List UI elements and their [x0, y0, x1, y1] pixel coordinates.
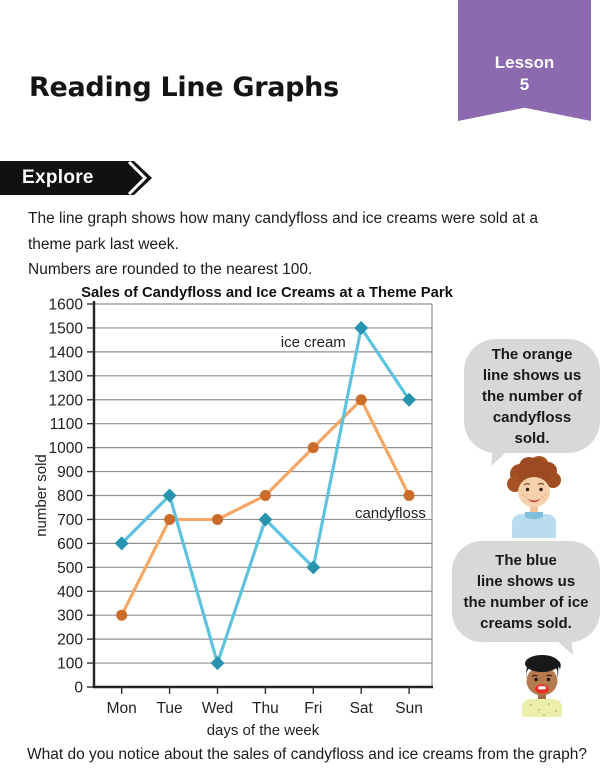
svg-text:1400: 1400 [49, 344, 84, 361]
svg-text:900: 900 [57, 464, 83, 481]
lesson-label: Lesson [494, 53, 555, 72]
svg-text:300: 300 [57, 608, 83, 625]
explore-banner-shape [0, 160, 152, 196]
speech-bubble-candyfloss: The orange line shows us the number of c… [464, 339, 600, 453]
svg-text:0: 0 [74, 680, 83, 697]
series-label-ice-cream: ice cream [281, 334, 346, 351]
svg-text:100: 100 [57, 656, 83, 673]
svg-text:Tue: Tue [157, 700, 183, 717]
intro-paragraph: The line graph shows how many candyfloss… [28, 210, 539, 253]
svg-text:800: 800 [57, 488, 83, 505]
svg-text:Thu: Thu [252, 700, 279, 717]
grid-lines [94, 303, 433, 687]
speech-bubble-ice-cream-text: The blue line shows us the number of ice… [463, 551, 589, 632]
svg-text:1500: 1500 [49, 320, 84, 337]
svg-text:Mon: Mon [107, 700, 137, 717]
svg-text:600: 600 [57, 536, 83, 553]
y-axis-title: number sold [33, 454, 50, 537]
svg-text:700: 700 [57, 512, 83, 529]
svg-text:Wed: Wed [202, 700, 234, 717]
svg-text:400: 400 [57, 584, 83, 601]
x-axis: Mon Tue Wed Thu Fri Sat Sun [93, 685, 433, 717]
y-axis: 0 100 200 300 400 500 600 700 800 900 1000 1100 1200… [49, 297, 96, 697]
svg-text:1100: 1100 [50, 416, 84, 433]
series-markers-ice-cream [114, 320, 417, 671]
svg-text:Fri: Fri [304, 700, 322, 717]
lesson-ribbon: Lesson 5 [458, 0, 591, 121]
series-label-candyfloss: candyfloss [355, 505, 426, 522]
svg-text:Sun: Sun [395, 700, 423, 717]
svg-text:1300: 1300 [49, 368, 84, 385]
page-title: Reading Line Graphs [29, 72, 339, 103]
svg-text:1000: 1000 [49, 440, 84, 457]
svg-text:Sat: Sat [350, 700, 374, 717]
svg-text:500: 500 [57, 560, 83, 577]
x-axis-title: days of the week [207, 722, 320, 739]
lesson-number: 5 [519, 75, 530, 94]
boy-curly-hair-avatar [507, 456, 561, 538]
explore-label: Explore [22, 167, 94, 188]
question-text: What do you notice about the sales of ca… [27, 746, 588, 763]
intro-note: Numbers are rounded to the nearest 100. [28, 261, 313, 278]
svg-text:1200: 1200 [49, 392, 84, 409]
intro-text: The line graph shows how many candyfloss… [28, 206, 550, 283]
child-black-hair-avatar [522, 655, 562, 717]
svg-text:200: 200 [57, 632, 83, 649]
chart-title: Sales of Candyfloss and Ice Creams at a … [81, 285, 453, 301]
explore-banner: Explore [0, 160, 160, 196]
svg-text:1600: 1600 [49, 297, 84, 314]
series-markers-candyfloss [116, 394, 415, 621]
speech-bubble-ice-cream: The blue line shows us the number of ice… [452, 541, 600, 642]
speech-bubble-candyfloss-text: The orange line shows us the number of c… [482, 345, 582, 447]
